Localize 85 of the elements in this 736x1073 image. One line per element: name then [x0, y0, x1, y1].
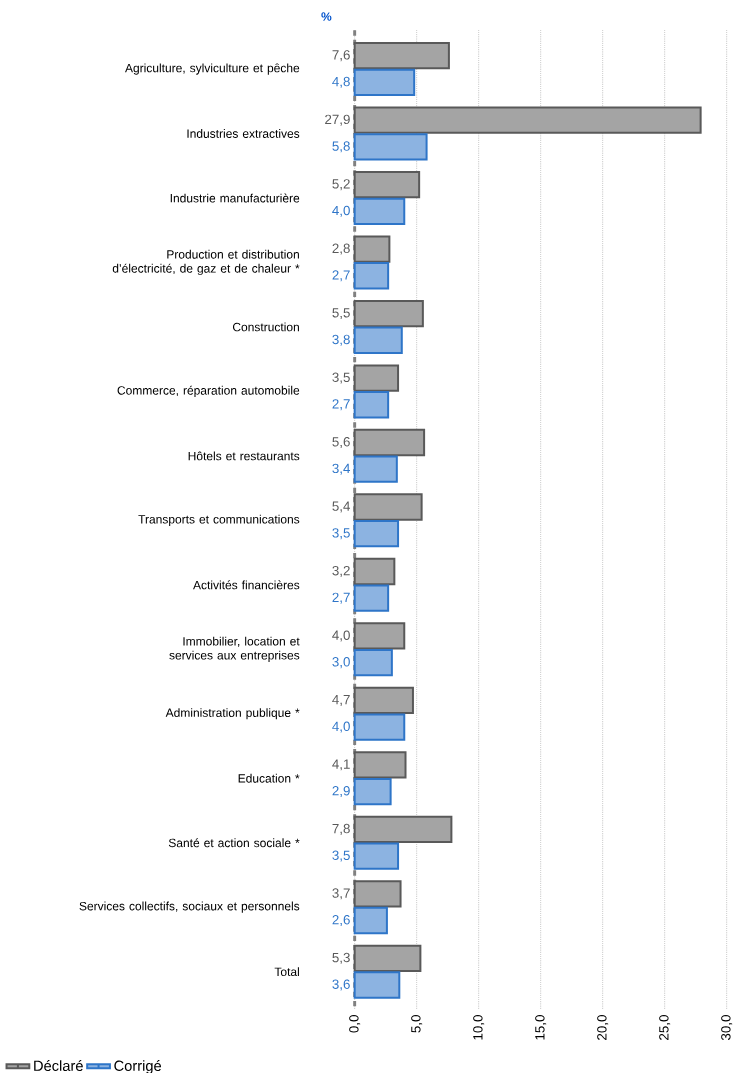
bar — [353, 751, 407, 779]
data-label: 5,2 — [332, 179, 350, 191]
y-tick-label: Hôtels et restaurants — [188, 451, 300, 461]
bar — [353, 584, 390, 612]
bar — [353, 326, 403, 354]
data-label: 3,7 — [332, 888, 350, 900]
data-label: 3,4 — [332, 463, 351, 475]
x-tick-label: 0,0 — [349, 1015, 361, 1033]
bar — [353, 42, 450, 70]
bar — [353, 455, 398, 483]
y-tick-label: Production et distribution d’électricité, de gaz et de chaleur * — [112, 249, 300, 276]
bar — [353, 197, 406, 225]
data-label: 5,5 — [332, 308, 350, 320]
y-tick-label: Transports et communications — [138, 514, 300, 526]
y-tick-label: Industries extractives — [187, 129, 300, 138]
bar — [353, 364, 400, 392]
data-label: 3,5 — [332, 850, 350, 862]
data-label: 4,8 — [332, 76, 350, 88]
data-label: 7,6 — [332, 50, 350, 62]
bar — [353, 648, 393, 677]
data-label: 2,8 — [332, 243, 350, 255]
bar — [353, 777, 392, 806]
bar — [353, 622, 406, 650]
bar — [353, 842, 400, 870]
y-tick-label: Services collectifs, sociaux et personnels — [79, 901, 300, 913]
bar — [353, 686, 414, 715]
data-label: 3,5 — [332, 528, 350, 540]
bar — [353, 713, 406, 741]
y-tick-label: Commerce, réparation automobile — [117, 385, 300, 398]
data-label: 2,9 — [332, 786, 350, 798]
legend-label: Corrigé — [114, 1060, 162, 1073]
y-tick-label: Industrie manufacturière — [170, 193, 300, 203]
x-tick-label: 15,0 — [535, 1015, 547, 1040]
x-tick-label: 30,0 — [721, 1015, 733, 1041]
bar — [353, 170, 421, 199]
data-label: 5,6 — [332, 437, 350, 449]
bar — [353, 391, 390, 419]
bar — [353, 68, 416, 97]
y-tick-label: Santé et action sociale * — [168, 838, 300, 848]
data-label: 3,8 — [332, 334, 350, 346]
data-label: 3,6 — [332, 979, 350, 991]
bar — [353, 133, 428, 161]
bar — [353, 944, 422, 972]
bar — [353, 299, 424, 328]
y-tick-label: Total — [274, 967, 299, 977]
data-label: 3,5 — [332, 372, 350, 384]
y-tick-label: Administration publique * — [165, 708, 300, 720]
data-label: 5,4 — [332, 501, 351, 513]
data-label: 5,8 — [332, 141, 350, 153]
data-label: 7,8 — [332, 823, 350, 835]
bar — [353, 262, 390, 290]
bar — [353, 428, 426, 457]
bar — [353, 235, 391, 263]
bar — [353, 906, 388, 935]
data-label: 4,0 — [332, 205, 350, 217]
data-label: 3,0 — [332, 657, 350, 669]
bar — [353, 971, 401, 999]
x-tick-label: 20,0 — [597, 1015, 609, 1040]
data-label: 2,6 — [332, 915, 350, 927]
bar — [353, 815, 453, 844]
y-tick-label: Immobilier, location et services aux entreprises — [169, 636, 300, 662]
x-axis-title: % — [321, 12, 332, 21]
x-tick-label: 5,0 — [411, 1015, 423, 1033]
bar — [353, 106, 702, 134]
bar — [353, 557, 396, 586]
y-tick-label: Activités financières — [193, 580, 300, 590]
data-label: 3,2 — [332, 565, 350, 577]
data-label: 2,7 — [332, 592, 350, 604]
data-label: 2,7 — [332, 399, 350, 411]
x-tick-label: 10,0 — [473, 1015, 485, 1040]
data-label: 4,1 — [332, 759, 350, 771]
data-label: 4,0 — [332, 630, 350, 642]
y-tick-label: Agriculture, sylviculture et pêche — [125, 63, 300, 75]
bar — [353, 493, 423, 521]
data-label: 2,7 — [332, 270, 350, 282]
data-label: 4,7 — [332, 694, 350, 706]
data-label: 27,9 — [325, 114, 350, 126]
y-tick-label: Education * — [238, 773, 300, 783]
x-tick-label: 25,0 — [659, 1015, 671, 1040]
bar — [353, 520, 400, 548]
legend-label: Déclaré — [34, 1060, 83, 1071]
data-label: 4,0 — [332, 721, 350, 733]
y-tick-label: Construction — [232, 322, 299, 332]
bar — [353, 880, 402, 908]
data-label: 5,3 — [332, 952, 350, 964]
